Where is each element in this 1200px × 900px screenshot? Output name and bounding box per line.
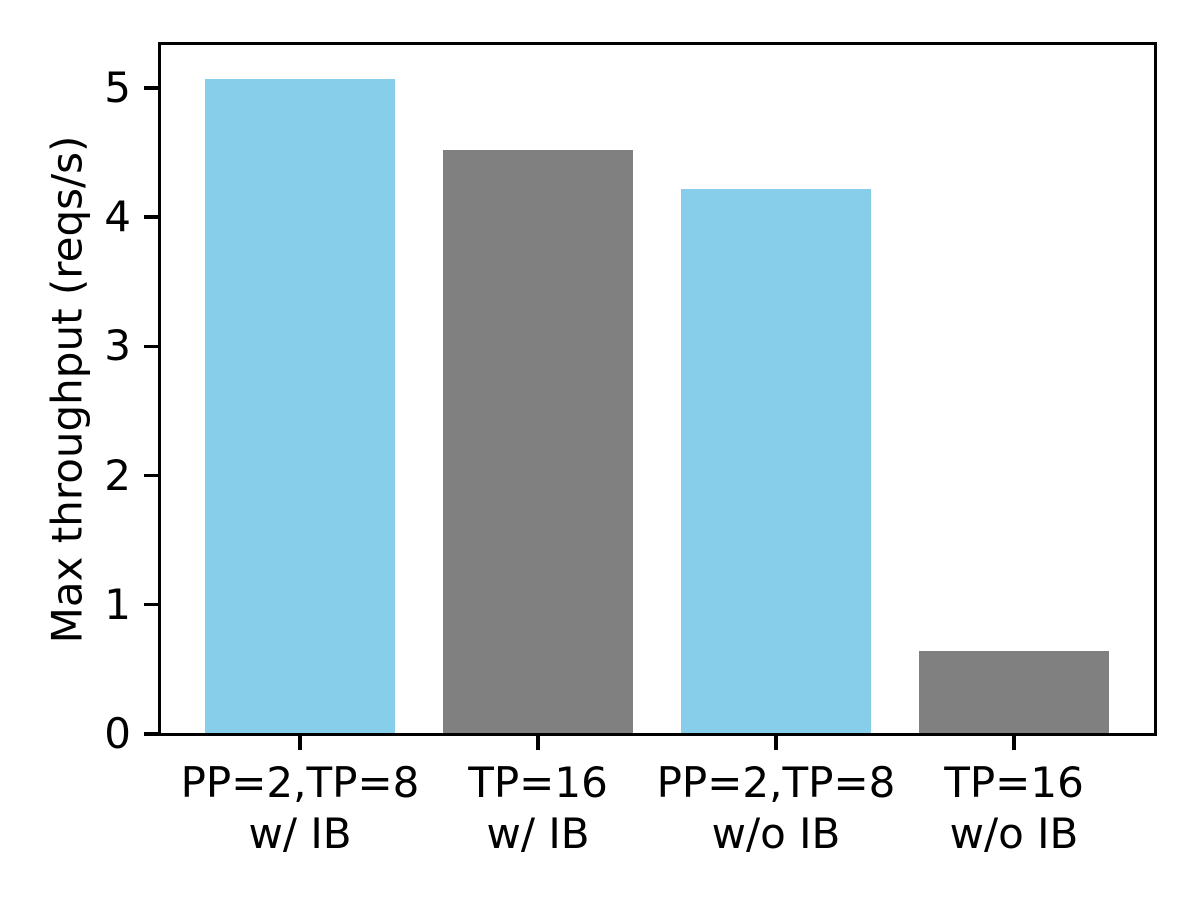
x-tick-label: PP=2,TP=8 w/ IB	[180, 758, 420, 858]
y-tick	[144, 215, 159, 219]
x-tick	[1012, 736, 1016, 750]
x-tick	[536, 736, 540, 750]
y-tick-label: 2	[104, 450, 131, 500]
y-tick	[144, 344, 159, 349]
x-tick-label: TP=16 w/ IB	[468, 758, 608, 858]
y-tick	[144, 732, 159, 736]
y-tick	[144, 86, 159, 90]
y-tick-label: 4	[104, 192, 131, 242]
bar	[919, 651, 1109, 734]
y-tick-label: 1	[104, 579, 131, 629]
plot-area	[158, 42, 1157, 736]
x-tick	[298, 736, 302, 750]
y-tick-label: 0	[104, 709, 131, 758]
bar	[681, 188, 871, 734]
x-tick-label: PP=2,TP=8 w/o IB	[656, 758, 896, 858]
bar	[443, 149, 633, 734]
y-tick	[144, 473, 159, 478]
y-tick	[144, 603, 159, 607]
y-tick-label: 3	[104, 321, 131, 371]
y-tick-label: 5	[104, 62, 131, 112]
bar	[205, 78, 395, 734]
x-tick-label: TP=16 w/o IB	[944, 758, 1084, 858]
x-tick	[774, 736, 778, 750]
